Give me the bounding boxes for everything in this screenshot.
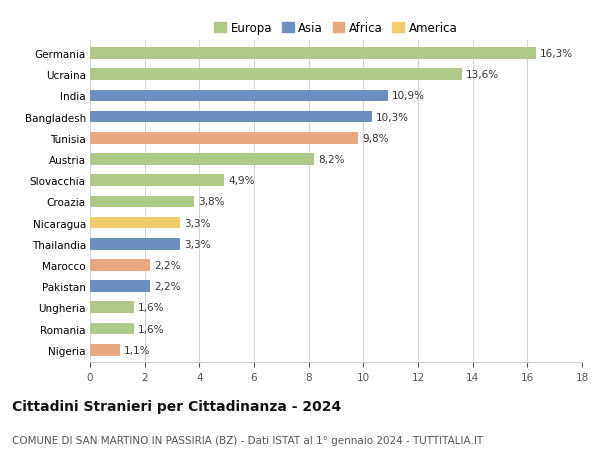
- Text: 4,9%: 4,9%: [228, 176, 254, 186]
- Legend: Europa, Asia, Africa, America: Europa, Asia, Africa, America: [212, 20, 460, 38]
- Bar: [90, 133, 358, 145]
- Text: 3,3%: 3,3%: [184, 218, 211, 228]
- Bar: [90, 281, 150, 292]
- Text: 3,8%: 3,8%: [198, 197, 224, 207]
- Text: COMUNE DI SAN MARTINO IN PASSIRIA (BZ) - Dati ISTAT al 1° gennaio 2024 - TUTTITA: COMUNE DI SAN MARTINO IN PASSIRIA (BZ) -…: [12, 435, 483, 445]
- Text: 9,8%: 9,8%: [362, 134, 388, 144]
- Text: 8,2%: 8,2%: [318, 155, 345, 165]
- Text: 10,3%: 10,3%: [376, 112, 409, 123]
- Bar: [90, 323, 134, 335]
- Bar: [90, 175, 224, 187]
- Bar: [90, 154, 314, 166]
- Text: 1,6%: 1,6%: [138, 324, 164, 334]
- Bar: [90, 302, 134, 313]
- Text: 2,2%: 2,2%: [154, 260, 181, 270]
- Bar: [90, 48, 536, 60]
- Bar: [90, 344, 120, 356]
- Text: 3,3%: 3,3%: [184, 239, 211, 249]
- Text: 2,2%: 2,2%: [154, 281, 181, 291]
- Bar: [90, 90, 388, 102]
- Text: 13,6%: 13,6%: [466, 70, 499, 80]
- Text: 10,9%: 10,9%: [392, 91, 425, 101]
- Bar: [90, 259, 150, 271]
- Text: Cittadini Stranieri per Cittadinanza - 2024: Cittadini Stranieri per Cittadinanza - 2…: [12, 399, 341, 413]
- Bar: [90, 217, 180, 229]
- Bar: [90, 196, 194, 208]
- Text: 1,1%: 1,1%: [124, 345, 151, 355]
- Text: 1,6%: 1,6%: [138, 302, 164, 313]
- Bar: [90, 238, 180, 250]
- Bar: [90, 69, 462, 81]
- Text: 16,3%: 16,3%: [539, 49, 573, 59]
- Bar: [90, 112, 371, 123]
